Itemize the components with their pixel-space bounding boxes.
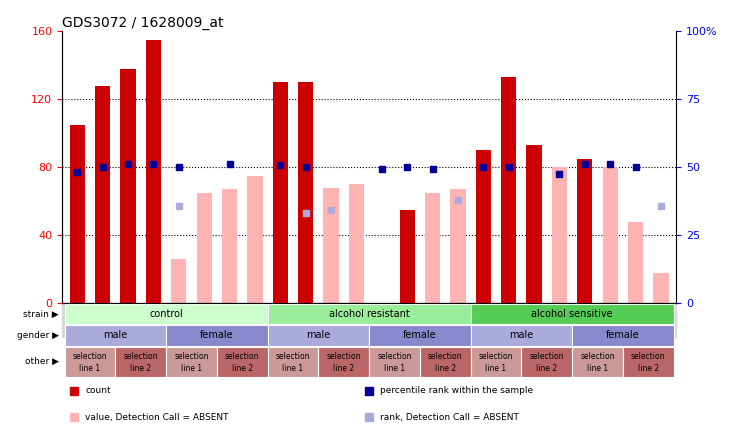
Text: line 1: line 1 bbox=[80, 364, 101, 373]
Bar bbox=[166, 325, 268, 346]
Bar bbox=[526, 145, 542, 303]
Bar bbox=[69, 125, 85, 303]
Text: selection: selection bbox=[377, 352, 412, 361]
Bar bbox=[115, 347, 166, 377]
Bar bbox=[628, 222, 643, 303]
Bar bbox=[349, 184, 364, 303]
Text: male: male bbox=[103, 330, 127, 341]
Text: alcohol sensitive: alcohol sensitive bbox=[531, 309, 613, 319]
Bar bbox=[222, 189, 238, 303]
Text: count: count bbox=[86, 386, 111, 395]
Bar bbox=[526, 157, 542, 303]
Bar bbox=[552, 167, 567, 303]
Text: other ▶: other ▶ bbox=[25, 357, 59, 366]
Bar bbox=[501, 77, 516, 303]
Text: selection: selection bbox=[327, 352, 361, 361]
Bar bbox=[95, 86, 110, 303]
Text: selection: selection bbox=[276, 352, 310, 361]
Text: line 1: line 1 bbox=[181, 364, 202, 373]
Bar bbox=[64, 325, 166, 346]
Text: value, Detection Call = ABSENT: value, Detection Call = ABSENT bbox=[86, 413, 229, 422]
Bar bbox=[471, 325, 572, 346]
Bar bbox=[369, 347, 420, 377]
Bar bbox=[273, 82, 288, 303]
Bar bbox=[268, 347, 319, 377]
Bar bbox=[420, 347, 471, 377]
Text: selection: selection bbox=[631, 352, 665, 361]
Text: line 2: line 2 bbox=[637, 364, 659, 373]
Bar bbox=[476, 150, 491, 303]
Bar bbox=[247, 176, 262, 303]
Text: female: female bbox=[606, 330, 640, 341]
Text: selection: selection bbox=[479, 352, 513, 361]
Text: male: male bbox=[306, 330, 330, 341]
Bar bbox=[654, 273, 669, 303]
Text: line 1: line 1 bbox=[587, 364, 608, 373]
Text: selection: selection bbox=[124, 352, 158, 361]
Bar bbox=[369, 325, 471, 346]
Text: line 2: line 2 bbox=[537, 364, 557, 373]
Text: selection: selection bbox=[225, 352, 260, 361]
Bar bbox=[623, 347, 674, 377]
Text: line 1: line 1 bbox=[485, 364, 507, 373]
Bar bbox=[319, 347, 369, 377]
Text: line 2: line 2 bbox=[435, 364, 456, 373]
Text: line 2: line 2 bbox=[333, 364, 355, 373]
Bar bbox=[62, 303, 676, 337]
Text: strain ▶: strain ▶ bbox=[23, 309, 59, 318]
Text: line 1: line 1 bbox=[384, 364, 405, 373]
Bar bbox=[298, 82, 314, 303]
Text: rank, Detection Call = ABSENT: rank, Detection Call = ABSENT bbox=[380, 413, 519, 422]
Text: selection: selection bbox=[428, 352, 463, 361]
Bar bbox=[197, 193, 212, 303]
Bar bbox=[602, 167, 618, 303]
Bar bbox=[400, 210, 414, 303]
Bar bbox=[217, 347, 268, 377]
Text: gender ▶: gender ▶ bbox=[17, 331, 59, 340]
Bar bbox=[521, 347, 572, 377]
Bar bbox=[577, 159, 592, 303]
Bar bbox=[324, 188, 338, 303]
Bar bbox=[268, 325, 369, 346]
Bar bbox=[64, 304, 268, 324]
Bar bbox=[425, 193, 440, 303]
Bar bbox=[166, 347, 217, 377]
Text: line 2: line 2 bbox=[130, 364, 151, 373]
Text: percentile rank within the sample: percentile rank within the sample bbox=[380, 386, 534, 395]
Text: selection: selection bbox=[73, 352, 107, 361]
Text: female: female bbox=[403, 330, 436, 341]
Text: line 1: line 1 bbox=[282, 364, 303, 373]
Bar bbox=[471, 304, 674, 324]
Text: male: male bbox=[510, 330, 534, 341]
Text: line 2: line 2 bbox=[232, 364, 253, 373]
Bar bbox=[64, 347, 115, 377]
Text: GDS3072 / 1628009_at: GDS3072 / 1628009_at bbox=[62, 16, 224, 30]
Text: control: control bbox=[149, 309, 183, 319]
Text: selection: selection bbox=[580, 352, 615, 361]
Bar bbox=[121, 68, 136, 303]
Bar bbox=[268, 304, 471, 324]
Bar bbox=[572, 325, 674, 346]
Bar bbox=[471, 347, 521, 377]
Bar bbox=[572, 347, 623, 377]
Bar bbox=[146, 40, 161, 303]
Text: selection: selection bbox=[174, 352, 209, 361]
Bar bbox=[450, 189, 466, 303]
Bar bbox=[171, 259, 186, 303]
Text: alcohol resistant: alcohol resistant bbox=[329, 309, 409, 319]
Text: selection: selection bbox=[529, 352, 564, 361]
Text: female: female bbox=[200, 330, 234, 341]
